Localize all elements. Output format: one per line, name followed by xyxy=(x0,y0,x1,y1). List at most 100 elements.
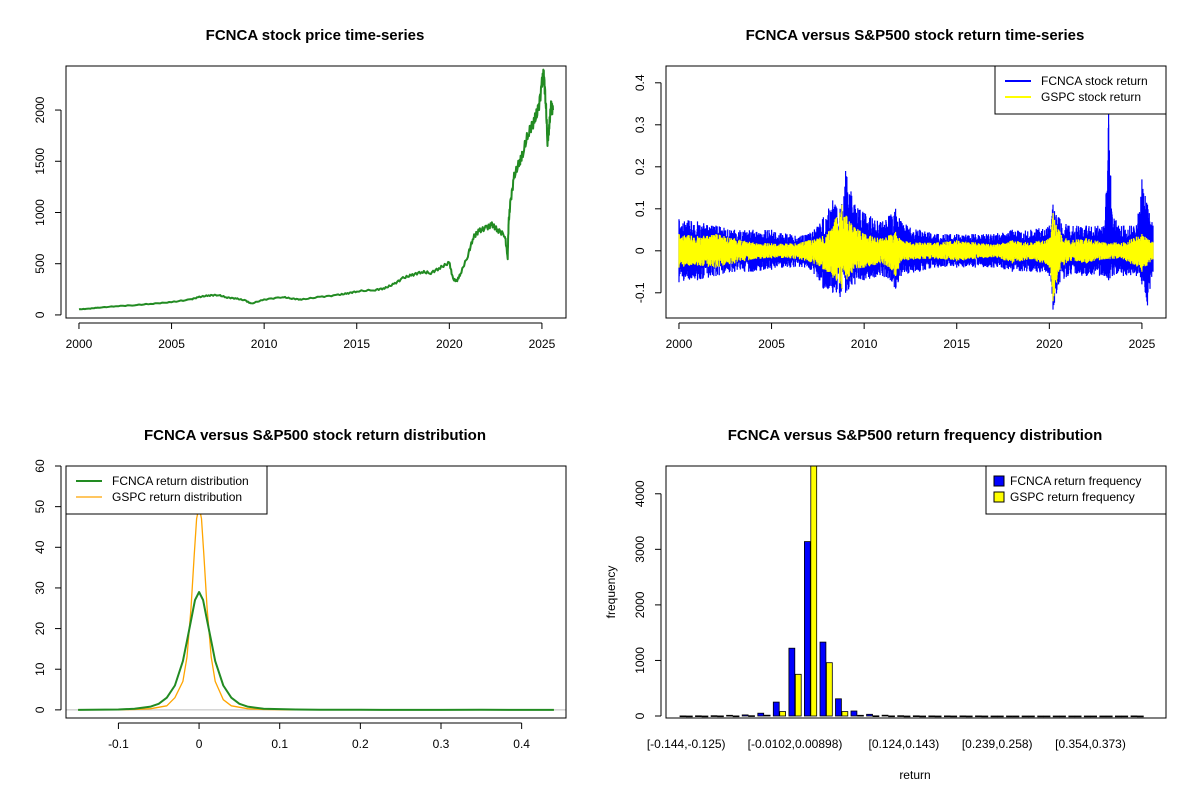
gspc-freq-bar xyxy=(872,715,880,717)
histogram-y-tick-label: 2000 xyxy=(633,591,647,618)
fcnca-freq-bar xyxy=(912,715,920,717)
price-y-tick-label: 500 xyxy=(33,253,47,273)
price-x-tick-label: 2005 xyxy=(158,337,185,351)
return-y-tick-label: -0.1 xyxy=(633,282,647,303)
density-y-tick-label: 0 xyxy=(33,706,47,713)
fcnca-freq-bar xyxy=(1052,715,1060,718)
fcnca-freq-bar xyxy=(990,715,998,718)
fcnca-density-line xyxy=(78,591,554,711)
gspc-freq-bar xyxy=(732,715,740,718)
histogram-legend-swatch xyxy=(993,475,1005,487)
fcnca-freq-bar xyxy=(772,701,780,717)
panel-return-density: FCNCA versus S&P500 stock return distrib… xyxy=(33,427,567,751)
return-x-tick-label: 2010 xyxy=(851,337,878,351)
histogram-x-tick-label: [0.354,0.373) xyxy=(1055,737,1126,751)
fcnca-freq-bar xyxy=(1006,715,1013,718)
fcnca-freq-bar xyxy=(788,647,796,717)
fcnca-freq-bar xyxy=(819,641,827,717)
return-x-tick-label: 2005 xyxy=(758,337,785,351)
fcnca-freq-bar xyxy=(1021,715,1029,718)
fcnca-freq-bar xyxy=(1115,715,1122,718)
price-y-tick-label: 0 xyxy=(33,311,47,318)
price-x-tick-label: 2025 xyxy=(529,337,556,351)
fcnca-return-series xyxy=(678,95,1154,310)
return-legend-label: FCNCA stock return xyxy=(1041,74,1148,88)
fcnca-freq-bar xyxy=(726,714,733,717)
return-legend-box xyxy=(994,65,1167,115)
return-x-tick-label: 2025 xyxy=(1129,337,1156,351)
gspc-freq-bar xyxy=(1074,715,1082,718)
histogram-y-tick-label: 1000 xyxy=(633,647,647,674)
gspc-freq-bar xyxy=(794,673,802,717)
return-y-tick-label: 0.4 xyxy=(633,74,647,91)
fcnca-freq-bar xyxy=(1130,715,1138,718)
title-return-density: FCNCA versus S&P500 stock return distrib… xyxy=(144,427,486,444)
gspc-freq-bar xyxy=(1059,715,1066,718)
gspc-freq-bar xyxy=(888,715,895,718)
histogram-bars xyxy=(679,466,1144,718)
ylabel-frequency: frequency xyxy=(604,566,618,619)
price-y-tick-label: 1500 xyxy=(33,148,47,175)
density-x-tick-label: 0.3 xyxy=(433,737,450,751)
return-y-tick-label: 0.3 xyxy=(633,116,647,133)
fcnca-freq-bar xyxy=(1037,715,1044,718)
price-y-tick-label: 2000 xyxy=(33,96,47,123)
density-x-tick-label: -0.1 xyxy=(108,737,129,751)
fcnca-freq-bar xyxy=(928,715,936,718)
fcnca-freq-bar xyxy=(695,715,702,717)
histogram-y-tick-label: 3000 xyxy=(633,536,647,563)
fcnca-freq-bar xyxy=(1068,715,1076,718)
gspc-freq-bar xyxy=(1043,715,1051,718)
title-return-timeseries: FCNCA versus S&P500 stock return time-se… xyxy=(746,27,1085,44)
gspc-freq-bar xyxy=(841,711,849,717)
fcnca-freq-bar xyxy=(975,715,982,718)
title-return-histogram: FCNCA versus S&P500 return frequency dis… xyxy=(728,427,1103,444)
gspc-freq-bar xyxy=(1090,715,1097,718)
xlabel-return: return xyxy=(899,768,930,782)
fcnca-freq-bar xyxy=(959,715,967,718)
gspc-freq-bar xyxy=(826,662,833,717)
density-x-tick-label: 0.1 xyxy=(271,737,288,751)
density-x-tick-label: 0.2 xyxy=(352,737,369,751)
fcnca-freq-bar xyxy=(850,710,858,717)
gspc-freq-bar xyxy=(763,714,771,717)
density-y-tick-label: 50 xyxy=(33,500,47,514)
gspc-freq-bar xyxy=(903,715,911,718)
histogram-x-tick-label: [0.239,0.258) xyxy=(962,737,1033,751)
fcnca-freq-bar xyxy=(866,713,873,717)
density-x-tick-label: 0 xyxy=(196,737,203,751)
price-x-tick-label: 2015 xyxy=(343,337,370,351)
density-x-tick-label: 0.4 xyxy=(513,737,530,751)
gspc-freq-bar xyxy=(1137,715,1144,718)
price-plot-frame xyxy=(65,65,567,319)
title-price-timeseries: FCNCA stock price time-series xyxy=(206,27,425,44)
histogram-x-tick-label: [-0.144,-0.125) xyxy=(647,737,726,751)
gspc-freq-bar xyxy=(779,711,787,717)
return-plot-frame xyxy=(665,65,1167,319)
gspc-freq-bar xyxy=(965,715,973,718)
histogram-legend-swatch xyxy=(993,491,1005,503)
density-legend-label: GSPC return distribution xyxy=(112,490,242,504)
density-legend-box xyxy=(65,465,268,515)
gspc-freq-bar xyxy=(919,715,927,718)
histogram-plot-frame xyxy=(665,465,1167,719)
histogram-y-tick-label: 0 xyxy=(633,712,647,719)
gspc-freq-bar xyxy=(934,715,942,718)
fcnca-freq-bar xyxy=(741,714,749,717)
return-legend-label: GSPC stock return xyxy=(1041,90,1141,104)
gspc-freq-bar xyxy=(1012,715,1020,718)
fcnca-freq-bar xyxy=(757,712,765,717)
price-x-tick-label: 2000 xyxy=(66,337,93,351)
fcnca-freq-bar xyxy=(1099,715,1107,718)
gspc-freq-bar xyxy=(810,466,818,717)
density-plot-frame xyxy=(65,465,567,719)
density-y-tick-label: 30 xyxy=(33,581,47,595)
density-legend-label: FCNCA return distribution xyxy=(112,474,249,488)
histogram-y-tick-label: 4000 xyxy=(633,480,647,507)
gspc-freq-bar xyxy=(686,715,693,718)
histogram-x-tick-label: [0.124,0.143) xyxy=(869,737,940,751)
gspc-freq-bar xyxy=(717,715,724,718)
fcnca-freq-bar xyxy=(1083,715,1091,718)
gspc-freq-bar xyxy=(1105,715,1113,718)
